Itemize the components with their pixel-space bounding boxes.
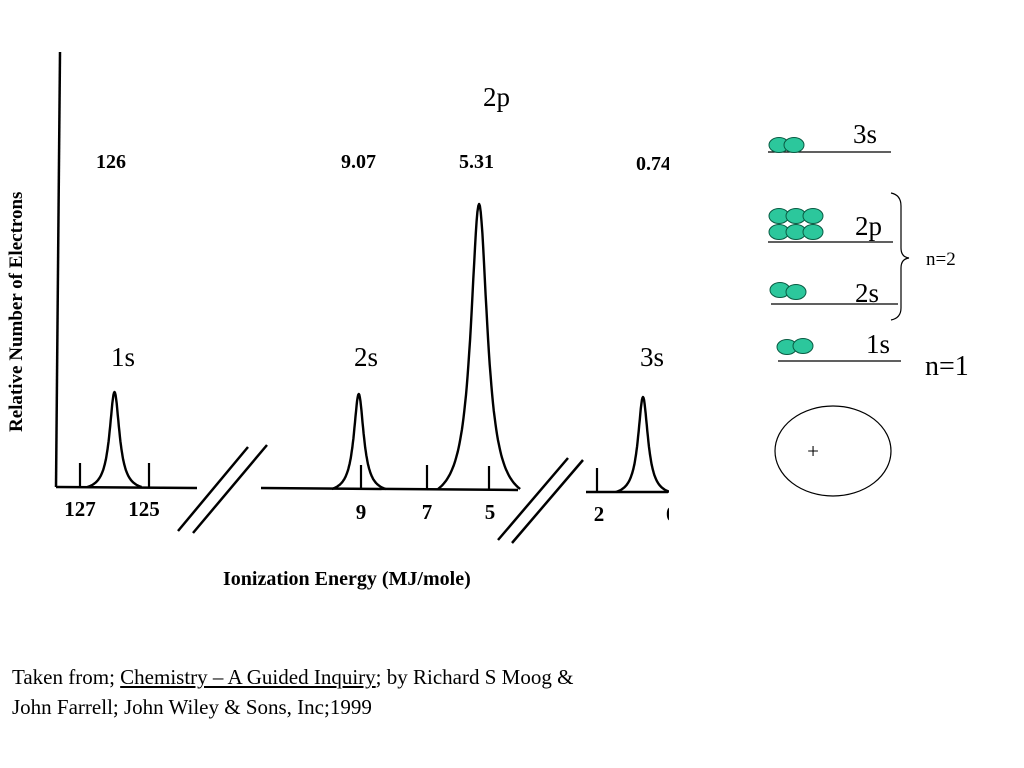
peak-energy-label: 0.74 — [636, 153, 671, 175]
photoelectron-spectrum: Relative Number of Electrons 127 125 9 7… — [6, 40, 749, 600]
y-axis-label: Relative Number of Electrons — [6, 192, 27, 432]
level-label: 2p — [855, 211, 882, 241]
level-1s: 1s — [776, 329, 901, 362]
electron-dot — [802, 224, 824, 240]
level-2s: 2s — [769, 278, 898, 308]
peak-2p — [437, 202, 521, 490]
level-label: 3s — [853, 119, 877, 149]
electron-dot — [783, 137, 805, 153]
chart-crop-mask — [669, 40, 749, 600]
nucleus-charge: + — [807, 439, 819, 463]
source-caption: Taken from; Chemistry – A Guided Inquiry… — [12, 662, 712, 722]
shell-n2-brace — [890, 192, 910, 321]
axis-break-mark — [511, 459, 584, 544]
peak-orbital-label: 2s — [354, 342, 378, 372]
peak-3s — [615, 395, 671, 494]
peak-orbital-label: 1s — [111, 342, 135, 372]
level-label: 2s — [855, 278, 879, 308]
nucleus — [774, 405, 892, 497]
x-tick-label: 5 — [485, 500, 496, 524]
caption-authors: ; by Richard S Moog & — [375, 665, 574, 689]
electron-dot — [785, 284, 807, 300]
book-title: Chemistry – A Guided Inquiry — [120, 665, 376, 689]
x-tick-label: 127 — [64, 497, 96, 521]
level-label: 1s — [866, 329, 890, 359]
electron-dot — [802, 208, 824, 224]
peak-orbital-label: 2p — [483, 82, 510, 112]
shell-n1-label: n=1 — [925, 351, 969, 382]
axis-break-mark — [177, 446, 249, 532]
peak-2s — [331, 392, 387, 491]
shell-n2-label: n=2 — [926, 249, 956, 270]
axis-break-mark — [497, 457, 569, 541]
x-tick-label: 125 — [128, 497, 160, 521]
caption-publisher: John Farrell; John Wiley & Sons, Inc;199… — [12, 695, 372, 719]
x-axis-segment-1 — [55, 485, 198, 490]
peak-1s — [86, 390, 143, 489]
peak-energy-label: 5.31 — [459, 151, 494, 173]
level-2p: 2p — [768, 208, 893, 243]
peak-energy-label: 9.07 — [341, 151, 376, 173]
x-tick-label: 2 — [594, 502, 605, 526]
x-tick-label: 7 — [422, 500, 433, 524]
y-axis-line — [54, 51, 62, 488]
peak-energy-label: 126 — [96, 151, 126, 173]
level-3s: 3s — [768, 119, 891, 153]
x-axis-segment-2 — [260, 486, 519, 492]
electron-dot — [792, 338, 814, 354]
energy-level-diagram: 3s 2p 2s 1s — [768, 119, 969, 497]
x-tick-label: 9 — [356, 500, 367, 524]
axis-break-mark — [192, 444, 268, 534]
x-axis-label: Ionization Energy (MJ/mole) — [223, 568, 471, 590]
caption-prefix: Taken from; — [12, 665, 121, 689]
peak-orbital-label: 3s — [640, 342, 664, 372]
